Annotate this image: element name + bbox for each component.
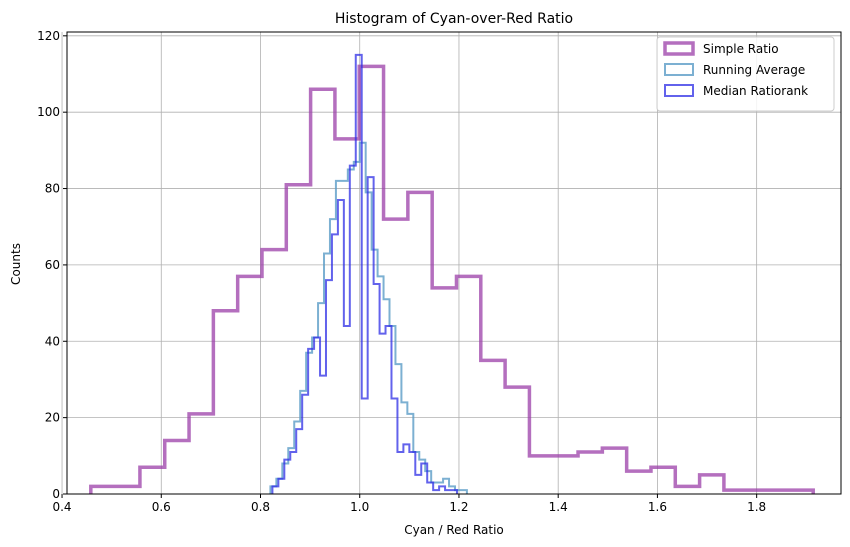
y-tick-label: 100	[37, 105, 60, 119]
series-step-2	[271, 53, 458, 494]
legend-label: Median Ratiorank	[703, 84, 808, 98]
legend: Simple Ratio Running Average Median Ratior…	[656, 36, 835, 112]
series-step-1	[269, 141, 468, 494]
legend-swatch	[664, 63, 694, 76]
grid-lines	[61, 32, 841, 495]
y-tick-label: 80	[45, 182, 60, 196]
x-tick-label: 0.6	[152, 500, 171, 514]
x-tick-label: 0.4	[52, 500, 71, 514]
x-axis-label: Cyan / Red Ratio	[404, 523, 504, 537]
x-tick-label: 1.8	[747, 500, 766, 514]
x-tick-label: 1.4	[549, 500, 568, 514]
axis-ticks: 0.4 0.6 0.8 1.0 1.2 1.4 1.6 1.8 0 20 40 60 80 100 120	[37, 29, 766, 514]
legend-label: Simple Ratio	[703, 42, 779, 56]
legend-swatch	[663, 41, 695, 56]
y-tick-label: 20	[45, 411, 60, 425]
y-tick-label: 60	[45, 258, 60, 272]
x-tick-label: 0.8	[251, 500, 270, 514]
legend-swatch	[664, 84, 694, 97]
plot-series	[89, 53, 815, 494]
y-axis-label: Counts	[9, 243, 23, 285]
x-tick-label: 1.6	[648, 500, 667, 514]
legend-label: Running Average	[703, 63, 805, 77]
x-tick-label: 1.2	[449, 500, 468, 514]
chart-title: Histogram of Cyan-over-Red Ratio	[335, 11, 573, 27]
y-tick-label: 0	[52, 487, 60, 501]
x-tick-label: 1.0	[350, 500, 369, 514]
y-tick-label: 40	[45, 334, 60, 348]
legend-box	[656, 36, 835, 112]
y-tick-label: 120	[37, 29, 60, 43]
series-step-0	[89, 64, 815, 494]
plot-frame	[66, 31, 842, 495]
